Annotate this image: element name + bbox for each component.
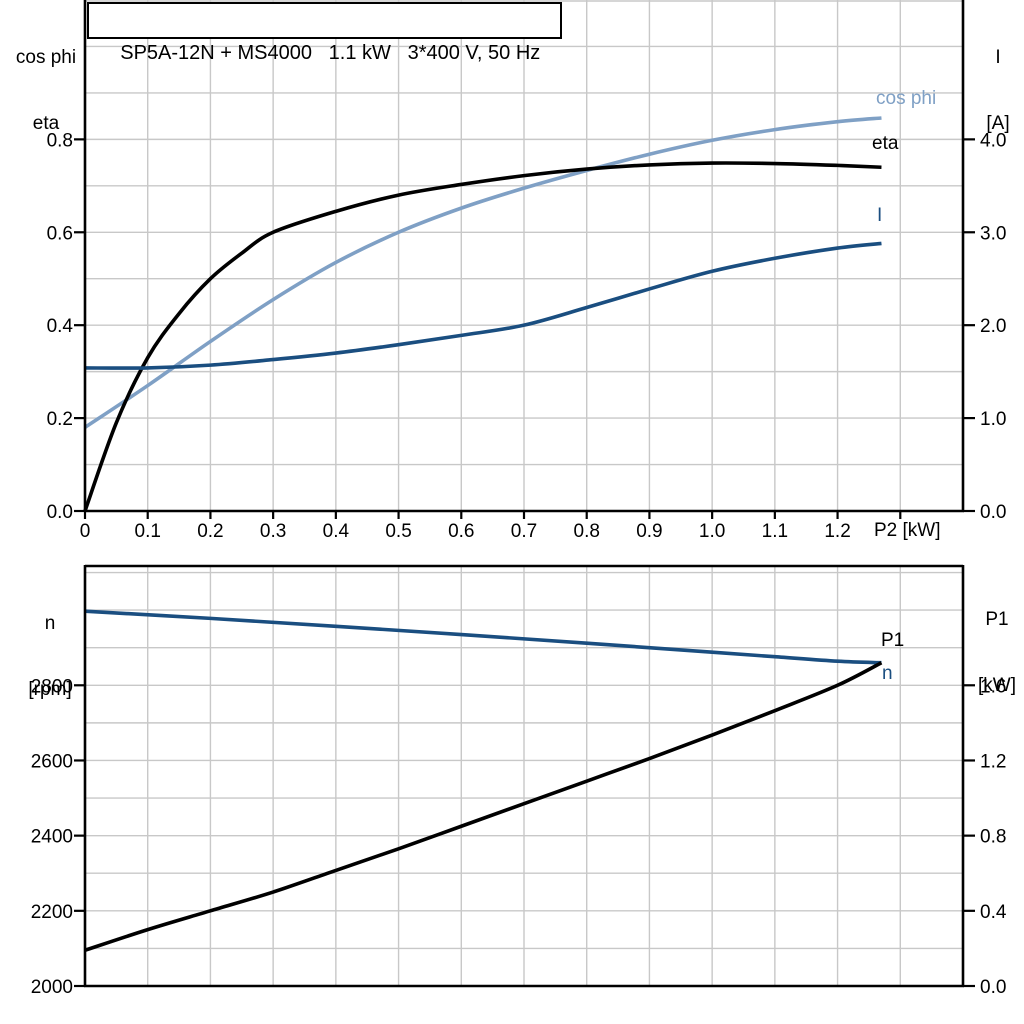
svg-text:0.3: 0.3 <box>260 521 286 542</box>
curve-label-p1: P1 <box>881 630 905 651</box>
svg-text:0.4: 0.4 <box>980 902 1007 923</box>
svg-text:1.0: 1.0 <box>980 409 1006 430</box>
svg-text:0.9: 0.9 <box>636 521 662 542</box>
top-right-axis-label: I [A] <box>973 3 1023 179</box>
svg-text:0.4: 0.4 <box>323 521 350 542</box>
svg-text:2.0: 2.0 <box>980 316 1006 337</box>
svg-text:0.0: 0.0 <box>980 977 1006 998</box>
axis-label-p1: P1 <box>985 609 1009 630</box>
svg-text:0: 0 <box>80 521 91 542</box>
axis-label-current-unit: [A] <box>986 113 1010 134</box>
axis-label-p1-unit: [kW] <box>978 675 1016 696</box>
curve-label-eta: eta <box>872 133 899 154</box>
x-axis-label: P2 [kW] <box>874 520 941 541</box>
bottom-right-axis-label: P1 [kW] <box>970 565 1024 741</box>
chart-title: SP5A-12N + MS4000 1.1 kW 3*400 V, 50 Hz <box>120 42 541 64</box>
svg-text:0.6: 0.6 <box>47 223 73 244</box>
svg-text:3.0: 3.0 <box>980 223 1006 244</box>
chart-title-box: SP5A-12N + MS4000 1.1 kW 3*400 V, 50 Hz <box>87 2 562 64</box>
svg-text:2000: 2000 <box>31 977 73 998</box>
axis-label-eta: eta <box>32 113 60 134</box>
top-left-axis-label: cos phi eta <box>10 3 82 179</box>
svg-text:2800: 2800 <box>31 676 73 697</box>
svg-text:0.1: 0.1 <box>135 521 161 542</box>
svg-text:0.5: 0.5 <box>385 521 411 542</box>
svg-text:1.1: 1.1 <box>762 521 788 542</box>
curve-label-cos-phi: cos phi <box>876 88 937 109</box>
svg-text:0.6: 0.6 <box>448 521 474 542</box>
bottom-left-axis-label: n [rpm] <box>14 569 86 745</box>
axis-label-speed-unit: [rpm] <box>28 679 72 700</box>
svg-text:4.0: 4.0 <box>980 130 1006 151</box>
curve-label-speed: n <box>882 663 893 684</box>
svg-text:0.2: 0.2 <box>47 409 73 430</box>
svg-text:0.8: 0.8 <box>574 521 600 542</box>
svg-text:0.8: 0.8 <box>980 827 1006 848</box>
svg-text:2600: 2600 <box>31 751 73 772</box>
svg-text:0.8: 0.8 <box>47 130 73 151</box>
svg-text:0.0: 0.0 <box>980 502 1006 523</box>
axis-label-cos-phi: cos phi <box>15 47 77 68</box>
svg-text:2200: 2200 <box>31 902 73 923</box>
curve-label-current: I <box>877 205 883 226</box>
svg-text:1.0: 1.0 <box>699 521 725 542</box>
svg-text:2400: 2400 <box>31 827 73 848</box>
svg-text:0.2: 0.2 <box>197 521 223 542</box>
svg-text:0.4: 0.4 <box>47 316 74 337</box>
axis-label-current: I <box>995 47 1001 68</box>
svg-text:0.0: 0.0 <box>47 502 73 523</box>
svg-text:1.2: 1.2 <box>824 521 850 542</box>
svg-text:1.6: 1.6 <box>980 676 1006 697</box>
svg-text:1.2: 1.2 <box>980 751 1006 772</box>
svg-text:0.7: 0.7 <box>511 521 537 542</box>
axis-label-speed: n <box>44 613 56 634</box>
